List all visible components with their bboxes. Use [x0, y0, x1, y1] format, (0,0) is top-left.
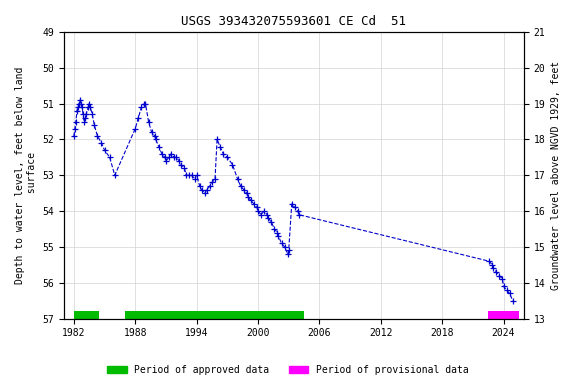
Y-axis label: Depth to water level, feet below land
 surface: Depth to water level, feet below land su…: [15, 66, 37, 284]
Legend: Period of approved data, Period of provisional data: Period of approved data, Period of provi…: [103, 361, 473, 379]
Title: USGS 393432075593601 CE Cd  51: USGS 393432075593601 CE Cd 51: [181, 15, 406, 28]
Y-axis label: Groundwater level above NGVD 1929, feet: Groundwater level above NGVD 1929, feet: [551, 61, 561, 290]
